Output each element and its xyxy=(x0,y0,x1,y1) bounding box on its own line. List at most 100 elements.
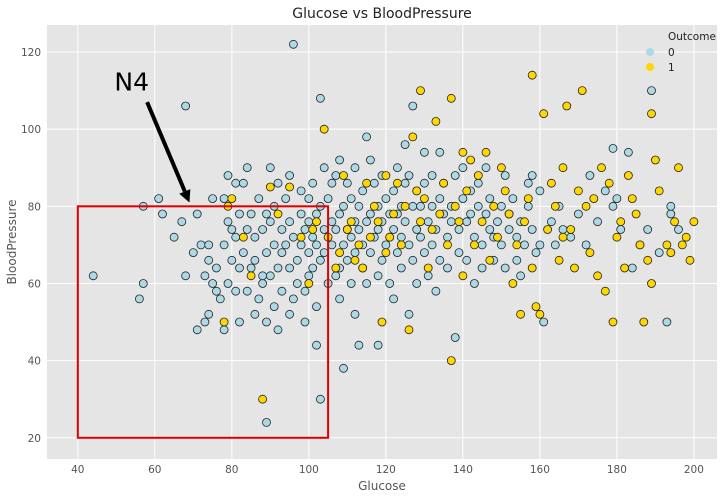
data-point-outcome-0 xyxy=(265,271,275,281)
data-point-outcome-0 xyxy=(227,225,237,234)
data-point-outcome-1 xyxy=(550,201,560,211)
data-point-outcome-1 xyxy=(600,286,610,296)
data-point-outcome-0 xyxy=(296,240,306,250)
chart-title: Glucose vs BloodPressure xyxy=(292,6,472,22)
data-point-outcome-1 xyxy=(674,163,683,173)
data-point-outcome-1 xyxy=(427,225,437,234)
data-point-outcome-0 xyxy=(292,279,302,288)
data-point-outcome-0 xyxy=(581,240,591,250)
data-point-outcome-0 xyxy=(315,255,325,265)
data-point-outcome-0 xyxy=(419,248,429,258)
data-point-outcome-1 xyxy=(308,225,318,234)
data-point-outcome-0 xyxy=(423,271,433,281)
data-point-outcome-0 xyxy=(273,325,283,335)
data-point-outcome-0 xyxy=(404,171,414,180)
data-point-outcome-1 xyxy=(681,232,691,242)
data-point-outcome-0 xyxy=(331,225,341,234)
legend-marker-0 xyxy=(646,48,654,56)
data-point-outcome-1 xyxy=(535,309,545,319)
data-point-outcome-0 xyxy=(435,255,445,265)
y-tick-label: 40 xyxy=(28,356,41,368)
data-point-outcome-0 xyxy=(539,317,549,327)
data-point-outcome-0 xyxy=(269,240,279,250)
data-point-outcome-0 xyxy=(443,232,452,242)
data-point-outcome-1 xyxy=(574,186,583,196)
data-point-outcome-0 xyxy=(466,209,476,219)
data-point-outcome-1 xyxy=(647,109,656,119)
legend: Outcome 0 1 xyxy=(646,31,716,74)
data-point-outcome-1 xyxy=(273,209,283,219)
data-point-outcome-0 xyxy=(373,340,383,350)
data-point-outcome-0 xyxy=(204,255,214,265)
legend-entry-1: 1 xyxy=(668,62,675,74)
data-point-outcome-0 xyxy=(254,294,264,304)
data-point-outcome-0 xyxy=(500,171,510,180)
data-point-outcome-0 xyxy=(654,248,664,258)
data-point-outcome-1 xyxy=(585,248,595,258)
data-point-outcome-0 xyxy=(416,201,425,211)
data-point-outcome-0 xyxy=(485,225,495,234)
x-tick-label: 120 xyxy=(376,464,396,476)
data-point-outcome-0 xyxy=(512,255,522,265)
data-point-outcome-0 xyxy=(331,171,341,180)
data-point-outcome-0 xyxy=(419,178,429,188)
x-tick-label: 80 xyxy=(225,464,238,476)
data-point-outcome-0 xyxy=(265,163,275,173)
data-point-outcome-1 xyxy=(385,232,395,242)
data-point-outcome-0 xyxy=(304,271,314,281)
data-point-outcome-0 xyxy=(377,255,387,265)
data-point-outcome-0 xyxy=(496,240,506,250)
data-point-outcome-0 xyxy=(627,263,637,273)
data-point-outcome-0 xyxy=(235,317,244,327)
data-point-outcome-1 xyxy=(227,194,237,204)
data-point-outcome-1 xyxy=(473,171,483,180)
data-point-outcome-0 xyxy=(327,217,337,227)
data-point-outcome-1 xyxy=(339,171,348,180)
data-point-outcome-0 xyxy=(315,93,325,103)
data-point-outcome-0 xyxy=(200,317,210,327)
data-point-outcome-1 xyxy=(392,178,402,188)
data-point-outcome-0 xyxy=(258,225,268,234)
data-point-outcome-0 xyxy=(535,240,545,250)
data-point-outcome-0 xyxy=(516,271,525,281)
data-point-outcome-0 xyxy=(450,333,460,342)
data-point-outcome-0 xyxy=(223,217,233,227)
data-point-outcome-0 xyxy=(300,286,310,296)
data-point-outcome-0 xyxy=(312,302,321,312)
y-axis-label: BloodPressure xyxy=(5,199,19,284)
data-point-outcome-0 xyxy=(354,340,364,350)
data-point-outcome-1 xyxy=(477,217,487,227)
x-tick-label: 180 xyxy=(607,464,627,476)
data-point-outcome-0 xyxy=(527,225,537,234)
data-point-outcome-0 xyxy=(427,171,437,180)
data-point-outcome-0 xyxy=(300,317,310,327)
data-point-outcome-0 xyxy=(312,340,321,350)
data-point-outcome-0 xyxy=(169,232,179,242)
data-point-outcome-1 xyxy=(350,255,360,265)
data-point-outcome-1 xyxy=(685,255,695,265)
data-point-outcome-0 xyxy=(223,171,233,180)
data-point-outcome-1 xyxy=(450,201,460,211)
data-point-outcome-0 xyxy=(458,194,468,204)
data-point-outcome-0 xyxy=(254,194,264,204)
data-point-outcome-1 xyxy=(369,201,379,211)
data-point-outcome-1 xyxy=(396,240,406,250)
data-point-outcome-0 xyxy=(365,209,375,219)
data-point-outcome-1 xyxy=(381,248,391,258)
data-point-outcome-0 xyxy=(389,186,399,196)
data-point-outcome-1 xyxy=(458,271,468,281)
y-tick-label: 120 xyxy=(21,47,41,59)
data-point-outcome-1 xyxy=(362,178,372,188)
annotation-label: N4 xyxy=(114,68,149,97)
data-point-outcome-1 xyxy=(265,182,275,192)
data-point-outcome-0 xyxy=(258,271,268,281)
x-tick-label: 160 xyxy=(530,464,550,476)
data-point-outcome-0 xyxy=(238,248,248,258)
data-point-outcome-1 xyxy=(666,248,676,258)
data-point-outcome-1 xyxy=(354,240,364,250)
data-point-outcome-0 xyxy=(346,232,356,242)
data-point-outcome-0 xyxy=(327,240,337,250)
data-point-outcome-0 xyxy=(600,186,610,196)
data-point-outcome-0 xyxy=(392,163,402,173)
